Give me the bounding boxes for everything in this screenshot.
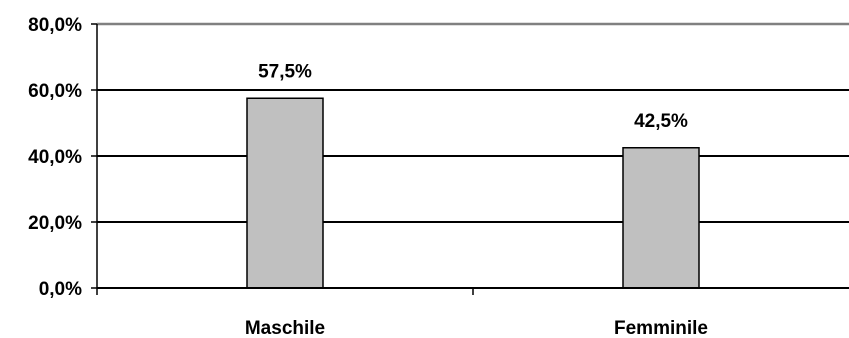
y-tick-label: 0,0%: [39, 279, 82, 300]
y-tick-label: 80,0%: [28, 15, 82, 36]
axes: [91, 23, 849, 295]
x-category-label: Femminile: [614, 318, 708, 338]
x-category-label: Maschile: [245, 318, 325, 338]
y-tick-label: 20,0%: [28, 213, 82, 234]
y-tick-label: 40,0%: [28, 147, 82, 168]
bars: [246, 97, 700, 289]
data-label: 42,5%: [634, 111, 688, 132]
data-label: 57,5%: [258, 61, 312, 82]
bar-maschile: [246, 97, 324, 289]
y-tick-label: 60,0%: [28, 81, 82, 102]
labels: 0,0% 20,0% 40,0% 60,0% 80,0% 57,5% Maschile 42,…: [28, 15, 708, 338]
bar-femminile: [622, 147, 700, 289]
gridlines: [97, 22, 849, 223]
